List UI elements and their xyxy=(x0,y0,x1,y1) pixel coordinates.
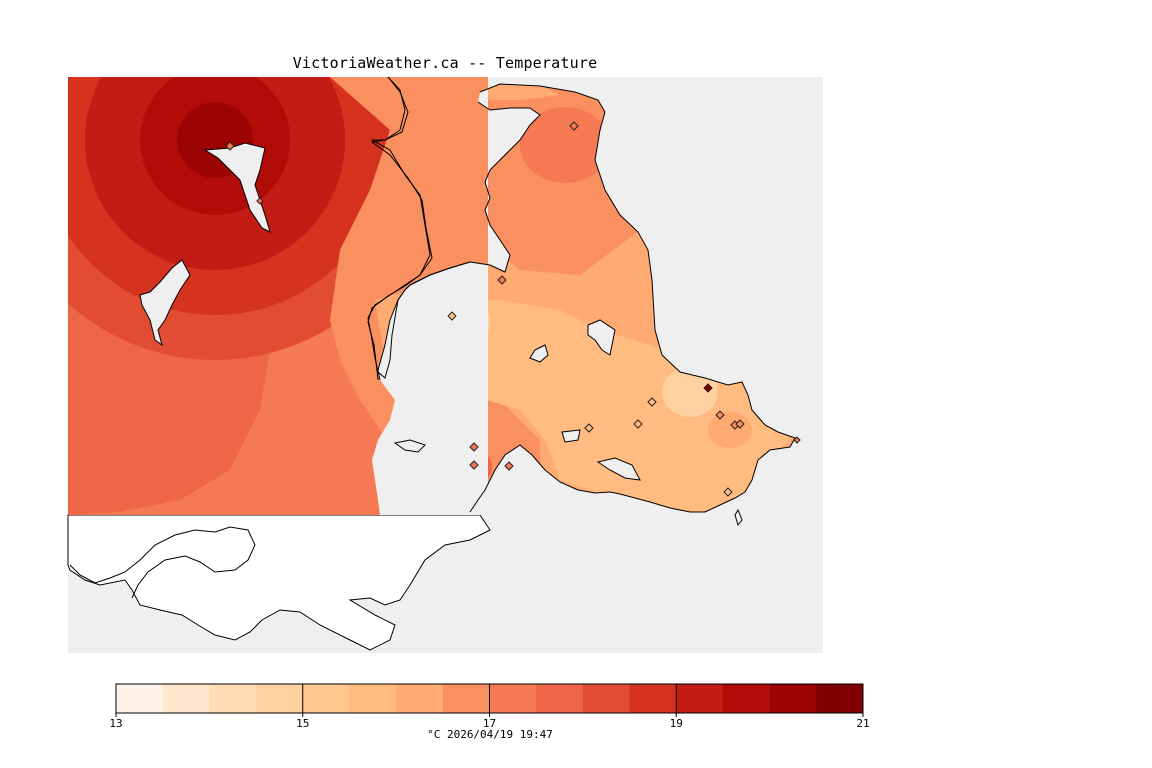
legend-swatch xyxy=(816,684,864,713)
legend-tick-label: 19 xyxy=(670,717,683,730)
legend-tick-label: 17 xyxy=(483,717,496,730)
legend-swatch xyxy=(722,684,771,713)
legend-swatch xyxy=(536,684,584,713)
west-coastline xyxy=(367,76,433,381)
legend-swatch xyxy=(489,684,537,713)
legend-caption: °C 2026/04/19 19:47 xyxy=(427,728,553,741)
legend-swatch xyxy=(396,684,444,713)
map-title: VictoriaWeather.ca -- Temperature xyxy=(292,54,598,72)
legend-tick-label: 15 xyxy=(296,717,309,730)
legend-swatch xyxy=(582,684,631,713)
legend-tick-label: 13 xyxy=(109,717,122,730)
legend-swatch xyxy=(256,684,304,713)
peninsula-coastline xyxy=(377,83,796,513)
legend-swatch xyxy=(116,684,164,713)
legend-swatch xyxy=(162,684,210,713)
legend-tick-label: 21 xyxy=(856,717,869,730)
coast-detail-south xyxy=(69,526,256,599)
legend-swatch xyxy=(349,684,397,713)
legend-swatch xyxy=(442,684,490,713)
legend-swatch xyxy=(769,684,817,713)
legend-swatch xyxy=(676,684,724,713)
station-markers xyxy=(225,121,801,497)
legend-ticks: 13 15 17 19 21 xyxy=(109,684,870,730)
legend-swatch xyxy=(209,684,257,713)
legend-swatch xyxy=(629,684,677,713)
legend-swatch xyxy=(302,684,350,713)
landmass-south-nodata xyxy=(67,514,491,651)
lakes xyxy=(139,142,743,527)
